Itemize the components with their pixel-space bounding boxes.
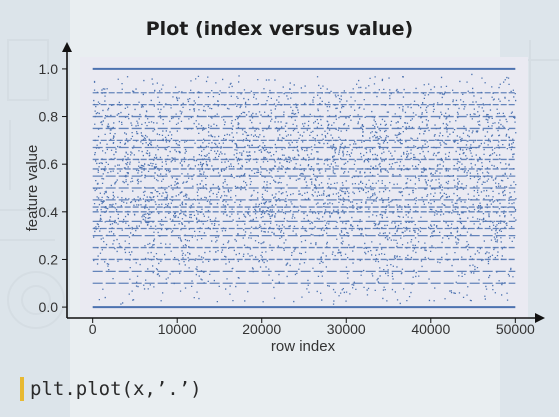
- y-tick-label: 1.0: [39, 61, 59, 77]
- code-accent-bar: [20, 377, 24, 401]
- code-text: plt.plot(x,’.’): [30, 378, 202, 400]
- y-axis-label: feature value: [24, 145, 41, 232]
- scatter-points: [93, 73, 517, 305]
- code-snippet: plt.plot(x,’.’): [20, 376, 202, 402]
- x-tick-label: 40000: [411, 321, 450, 337]
- x-tick-label: 10000: [158, 321, 197, 337]
- x-axis-label: row index: [271, 338, 336, 355]
- ticks-layer: 0.0 0.2 0.4 0.6 0.8 1.0 0 10000 20000 30000 40000 5…: [39, 61, 535, 337]
- y-tick-label: 0.2: [39, 251, 59, 267]
- y-axis-arrow: [62, 42, 72, 52]
- y-tick-label: 0.8: [39, 109, 59, 125]
- x-tick-label: 50000: [496, 321, 535, 337]
- slide-title: Plot (index versus value): [145, 18, 414, 40]
- y-tick-label: 0.0: [39, 299, 59, 315]
- y-tick-label: 0.6: [39, 156, 59, 172]
- x-tick-label: 30000: [327, 321, 366, 337]
- x-tick-label: 20000: [242, 321, 281, 337]
- x-tick-label: 0: [89, 321, 97, 337]
- x-axis-arrow: [535, 313, 545, 323]
- y-tick-label: 0.4: [39, 204, 59, 220]
- points-layer: [93, 73, 517, 305]
